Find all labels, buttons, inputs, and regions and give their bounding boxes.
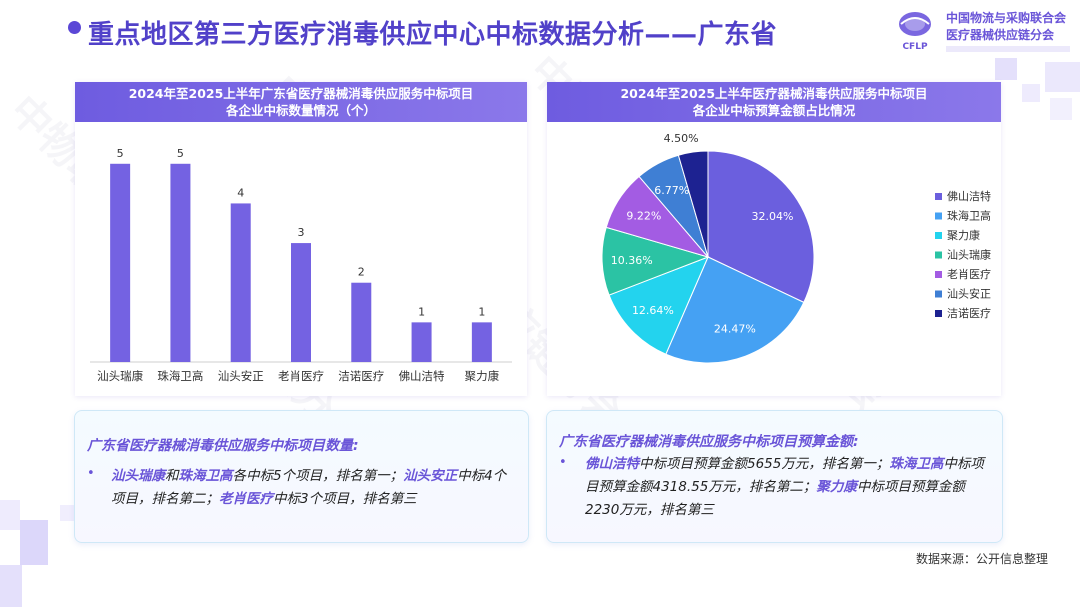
bar	[230, 203, 251, 362]
bar-chart-title: 2024年至2025上半年广东省医疗器械消毒供应服务中标项目 各企业中标数量情况…	[75, 82, 527, 122]
bar-value-label: 5	[117, 147, 124, 160]
highlight-company: 聚力康	[816, 479, 857, 495]
org-underline	[946, 46, 1070, 52]
budget-summary-title: 广东省医疗器械消毒供应服务中标项目预算金额:	[559, 434, 859, 450]
summary-text-segment: 和	[165, 468, 179, 484]
org-name: 中国物流与采购联合会 医疗器械供应链分会	[946, 10, 1066, 44]
legend-swatch	[935, 251, 942, 259]
count-summary-text: 汕头瑞康和珠海卫高各中标5个项目，排名第一；汕头安正中标4个项目，排名第二；老肖…	[111, 465, 516, 511]
org-name-line2: 医疗器械供应链分会	[946, 28, 1055, 42]
highlight-company: 汕头安正	[403, 468, 458, 484]
highlight-company: 珠海卫高	[178, 468, 233, 484]
legend-swatch	[935, 271, 942, 278]
x-tick-label: 汕头安正	[218, 369, 264, 383]
bar-value-label: 3	[298, 226, 305, 239]
pie-chart-title-line2: 各企业中标预算金额占比情况	[692, 103, 856, 118]
pie-chart-title: 2024年至2025上半年医疗器械消毒供应服务中标项目 各企业中标预算金额占比情…	[547, 82, 1001, 122]
legend-swatch	[935, 310, 942, 317]
pie-chart-title-line1: 2024年至2025上半年医疗器械消毒供应服务中标项目	[620, 86, 928, 101]
pie-chart: 32.04% 24.47% 12.64% 10.36% 9.22% 6.77% 4.50% 佛…	[601, 132, 991, 364]
decor-square	[1022, 84, 1040, 102]
bar	[471, 322, 492, 362]
highlight-company: 汕头瑞康	[111, 468, 165, 484]
legend-swatch	[935, 193, 942, 200]
decor-square	[0, 500, 20, 530]
legend-label: 汕头瑞康	[947, 248, 991, 262]
pie-value-label: 32.04%	[752, 210, 794, 223]
highlight-company: 佛山洁特	[585, 456, 639, 472]
bar	[411, 322, 432, 362]
legend-label: 洁诺医疗	[947, 306, 991, 320]
pie-slice	[677, 150, 709, 258]
legend-swatch	[935, 212, 942, 220]
pie-chart-panel: 2024年至2025上半年医疗器械消毒供应服务中标项目 各企业中标预算金额占比情…	[547, 82, 1001, 396]
pie-slice	[608, 256, 709, 355]
cflp-logo-icon: CFLP	[899, 12, 931, 52]
bar-value-label: 1	[478, 305, 485, 318]
x-tick-label: 汕头瑞康	[97, 369, 143, 383]
bar	[351, 282, 372, 362]
pie-value-label: 12.64%	[632, 304, 674, 317]
count-summary-title: 广东省医疗器械消毒供应服务中标项目数量:	[87, 438, 359, 454]
budget-summary-panel: 广东省医疗器械消毒供应服务中标项目预算金额: • 佛山洁特中标项目预算金额565…	[546, 410, 1003, 543]
pie-value-label: 6.77%	[654, 184, 689, 197]
bar-value-label: 1	[418, 305, 425, 318]
pie-slice	[665, 256, 805, 364]
legend-swatch	[935, 290, 942, 298]
legend-label: 老肖医疗	[947, 267, 991, 281]
x-tick-label: 聚力康	[465, 369, 500, 383]
summary-text-segment: 各中标5个项目，排名第一；	[232, 468, 404, 484]
decor-square	[20, 520, 48, 565]
bar-value-label: 5	[177, 147, 184, 160]
summary-text-segment: 中标项目预算金额5655万元，排名第一；	[639, 456, 890, 472]
summary-text-segment: 中标4个项目，排名第二；	[111, 468, 507, 507]
count-summary-panel: 广东省医疗器械消毒供应服务中标项目数量: • 汕头瑞康和珠海卫高各中标5个项目，…	[74, 410, 529, 543]
bar-value-label: 4	[237, 186, 244, 199]
bar	[110, 163, 131, 362]
decor-square	[60, 505, 76, 521]
highlight-company: 珠海卫高	[889, 456, 944, 472]
pie-value-label: 4.50%	[664, 132, 699, 145]
legend-label: 佛山洁特	[947, 189, 991, 203]
bar	[291, 243, 311, 362]
legend-label: 汕头安正	[947, 287, 991, 301]
decor-square	[0, 565, 22, 607]
bar-chart-title-line1: 2024年至2025上半年广东省医疗器械消毒供应服务中标项目	[128, 86, 474, 101]
bar-chart-title-line2: 各企业中标数量情况（个）	[225, 103, 376, 118]
x-tick-label: 洁诺医疗	[338, 369, 384, 383]
bullet-icon: •	[87, 466, 95, 481]
pie-slice	[707, 150, 815, 304]
bar-chart-panel: 2024年至2025上半年广东省医疗器械消毒供应服务中标项目 各企业中标数量情况…	[75, 82, 527, 396]
budget-summary-text: 佛山洁特中标项目预算金额5655万元，排名第一；珠海卫高中标项目预算金额4318…	[585, 453, 985, 522]
org-name-line1: 中国物流与采购联合会	[946, 11, 1067, 25]
pie-value-label: 10.36%	[611, 254, 653, 267]
pie-slice	[601, 226, 710, 296]
summary-text-segment: 中标项目预算金额4318.55万元，排名第二；	[585, 456, 984, 495]
summary-text-segment: 中标3个项目，排名第三	[273, 491, 417, 507]
summary-text-segment: 中标项目预算金额2230万元，排名第三	[585, 479, 965, 518]
decor-square	[1050, 98, 1072, 120]
page-title: 重点地区第三方医疗消毒供应中心中标数据分析——广东省	[88, 20, 778, 50]
highlight-company: 老肖医疗	[219, 491, 273, 507]
legend-swatch	[935, 232, 942, 239]
legend-label: 珠海卫高	[947, 209, 991, 223]
data-source-note: 数据来源：公开信息整理	[916, 552, 1049, 566]
x-tick-label: 老肖医疗	[278, 369, 324, 383]
bullet-icon: •	[559, 455, 567, 470]
title-bullet-icon	[68, 21, 81, 34]
pie-value-label: 9.22%	[626, 210, 661, 223]
logo-text: CFLP	[902, 42, 927, 52]
pie-value-label: 24.47%	[714, 322, 756, 335]
bar-chart: 5 汕头瑞康 5 珠海卫高 4 汕头安正 3 老肖医疗 2 洁诺医疗 1 佛山洁特 1 聚力康	[90, 147, 512, 383]
bar	[170, 163, 191, 362]
bar-value-label: 2	[358, 266, 365, 279]
decor-square	[1045, 62, 1080, 92]
legend-label: 聚力康	[947, 228, 980, 242]
decor-square	[995, 58, 1017, 80]
x-tick-label: 珠海卫高	[157, 369, 203, 383]
x-tick-label: 佛山洁特	[399, 369, 445, 383]
